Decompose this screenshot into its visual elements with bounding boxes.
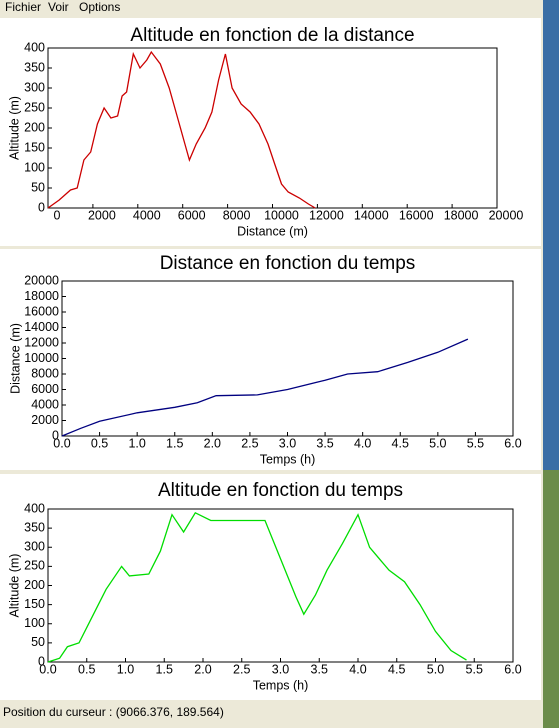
x-tick-label: 2.5 <box>233 662 250 676</box>
y-tick-label: 350 <box>24 60 45 74</box>
y-tick-label: 300 <box>24 540 45 554</box>
x-tick-label: 3.5 <box>311 662 328 676</box>
y-tick-label: 300 <box>24 80 45 94</box>
x-tick-label: 4.0 <box>349 662 366 676</box>
menu-bar <box>0 0 543 17</box>
x-tick-label: 6000 <box>178 208 206 222</box>
x-tick-label: 1.0 <box>128 436 145 450</box>
menu-item[interactable]: Fichier <box>5 0 41 14</box>
x-tick-label: 3.5 <box>316 436 333 450</box>
y-tick-label: 150 <box>24 140 45 154</box>
x-tick-label: 1.0 <box>117 662 134 676</box>
data-line <box>61 338 469 437</box>
y-tick-label: 50 <box>31 180 45 194</box>
x-tick-label: 2.0 <box>204 436 221 450</box>
status-bar: Position du curseur : (9066.376, 189.564… <box>3 705 224 719</box>
chart-title: Altitude en fonction de la distance <box>130 25 414 46</box>
chart-title: Distance en fonction du temps <box>160 253 416 274</box>
plot-area <box>61 280 514 437</box>
x-tick-label: 4.0 <box>354 436 371 450</box>
x-tick-label: 0 <box>54 208 61 222</box>
x-tick-label: 2.5 <box>241 436 258 450</box>
x-tick-label: 5.0 <box>427 662 444 676</box>
y-tick-label: 250 <box>24 559 45 573</box>
y-axis-label: Distance (m) <box>8 323 22 394</box>
y-tick-label: 200 <box>24 578 45 592</box>
x-tick-label: 3.0 <box>279 436 296 450</box>
x-tick-label: 3.0 <box>272 662 289 676</box>
y-tick-label: 200 <box>24 120 45 134</box>
y-tick-label: 0 <box>38 200 45 214</box>
x-tick-label: 14000 <box>354 208 389 222</box>
x-tick-label: 0.0 <box>53 436 70 450</box>
x-tick-label: 0.0 <box>39 662 56 676</box>
x-tick-label: 8000 <box>223 208 251 222</box>
chart-title: Altitude en fonction du temps <box>158 480 403 501</box>
x-tick-label: 5.5 <box>467 436 484 450</box>
data-line <box>47 511 467 663</box>
y-axis-label: Altitude (m) <box>7 554 21 618</box>
y-tick-label: 350 <box>24 520 45 534</box>
y-tick-label: 4000 <box>31 397 59 411</box>
x-tick-label: 1.5 <box>156 662 173 676</box>
y-tick-label: 150 <box>24 597 45 611</box>
y-tick-label: 250 <box>24 100 45 114</box>
x-tick-label: 5.0 <box>429 436 446 450</box>
y-tick-label: 8000 <box>31 366 59 380</box>
data-line <box>47 50 316 209</box>
x-tick-label: 20000 <box>489 208 524 222</box>
x-tick-label: 4000 <box>133 208 161 222</box>
x-axis-label: Temps (h) <box>253 678 309 692</box>
desktop-photo <box>543 470 559 728</box>
x-tick-label: 4.5 <box>388 662 405 676</box>
y-tick-label: 400 <box>24 40 45 54</box>
x-tick-label: 18000 <box>444 208 479 222</box>
y-tick-label: 400 <box>24 501 45 515</box>
x-tick-label: 0.5 <box>91 436 108 450</box>
x-axis-label: Distance (m) <box>237 224 308 238</box>
x-tick-label: 10000 <box>264 208 299 222</box>
menu-item[interactable]: Voir <box>48 0 69 14</box>
x-tick-label: 12000 <box>309 208 344 222</box>
y-tick-label: 18000 <box>24 289 59 303</box>
y-tick-label: 6000 <box>31 382 59 396</box>
x-tick-label: 5.5 <box>466 662 483 676</box>
x-tick-label: 0.5 <box>78 662 95 676</box>
x-axis-label: Temps (h) <box>260 452 316 466</box>
plot-area <box>47 47 498 209</box>
menu-item[interactable]: Options <box>79 0 120 14</box>
y-tick-label: 14000 <box>24 320 59 334</box>
x-tick-label: 1.5 <box>166 436 183 450</box>
y-tick-label: 12000 <box>24 335 59 349</box>
x-tick-label: 2000 <box>88 208 116 222</box>
y-tick-label: 0 <box>52 428 59 442</box>
x-tick-label: 6.0 <box>504 436 521 450</box>
y-tick-label: 10000 <box>24 351 59 365</box>
y-tick-label: 20000 <box>24 273 59 287</box>
y-tick-label: 100 <box>24 160 45 174</box>
y-tick-label: 2000 <box>31 413 59 427</box>
x-tick-label: 16000 <box>399 208 434 222</box>
x-tick-label: 2.0 <box>194 662 211 676</box>
y-tick-label: 0 <box>38 654 45 668</box>
x-tick-label: 4.5 <box>392 436 409 450</box>
y-tick-label: 16000 <box>24 304 59 318</box>
x-tick-label: 6.0 <box>504 662 521 676</box>
y-tick-label: 50 <box>31 635 45 649</box>
y-tick-label: 100 <box>24 616 45 630</box>
plot-area <box>47 508 514 663</box>
y-axis-label: Altitude (m) <box>7 96 21 160</box>
